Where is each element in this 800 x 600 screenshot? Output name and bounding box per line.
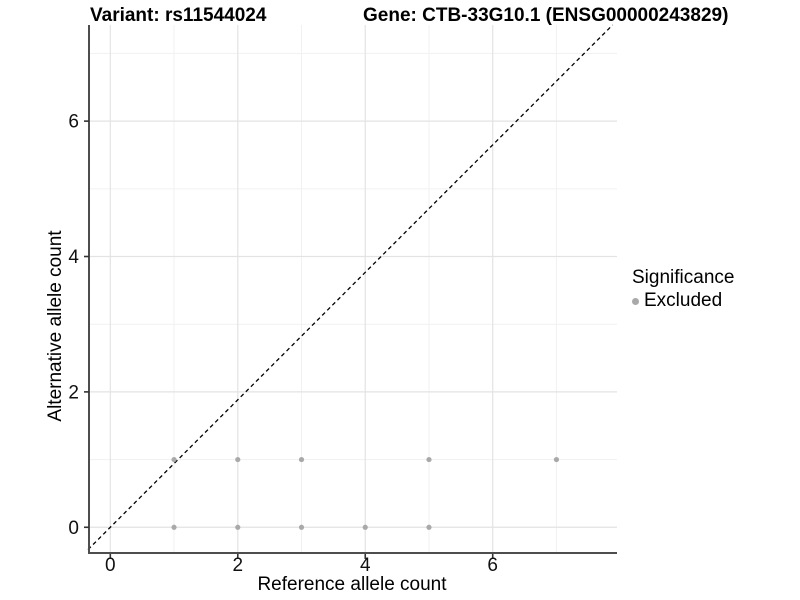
x-tick-label: 4 (360, 555, 371, 576)
plot-title-variant: Variant: rs11544024 (90, 5, 267, 26)
x-axis-label: Reference allele count (257, 574, 447, 595)
y-tick-label: 0 (68, 518, 79, 539)
data-point (298, 524, 305, 530)
plot-title-gene: Gene: CTB-33G10.1 (ENSG00000243829) (363, 5, 729, 26)
data-point (235, 524, 241, 530)
data-point (235, 456, 241, 463)
x-tick-label: 2 (232, 555, 243, 576)
legend-title: Significance (632, 267, 735, 288)
data-point (426, 524, 432, 530)
identity-reference-line (87, 24, 614, 551)
data-point (426, 456, 432, 463)
y-tick-label: 6 (68, 112, 79, 133)
legend-item-label: Excluded (644, 290, 723, 311)
data-point (171, 456, 177, 463)
y-tick-label: 4 (68, 247, 79, 268)
legend-item-excluded: Excluded (632, 290, 734, 312)
data-point (171, 524, 177, 530)
y-axis-label: Alternative allele count (45, 230, 66, 422)
legend: Significance Excluded (632, 267, 734, 312)
x-tick-label: 0 (105, 555, 116, 576)
data-point (298, 456, 305, 463)
data-point (362, 524, 368, 530)
y-tick-label: 2 (68, 382, 79, 403)
data-point (553, 456, 560, 463)
legend-point-icon (632, 297, 639, 305)
x-tick-label: 6 (487, 555, 498, 576)
